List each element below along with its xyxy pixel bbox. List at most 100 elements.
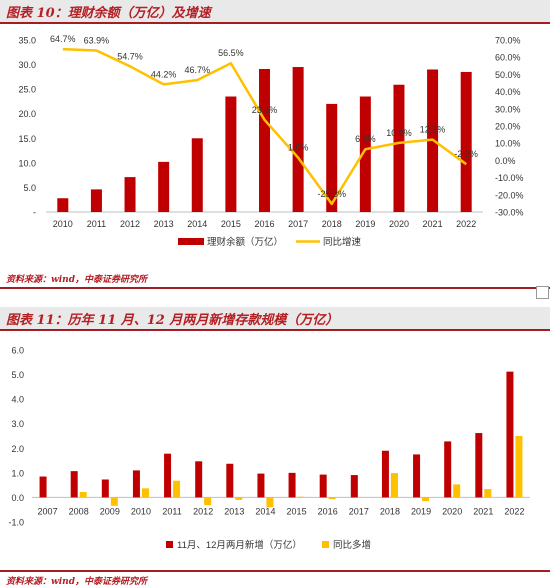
figure2-source: 资料来源：wind，中泰证券研究所 bbox=[6, 577, 148, 587]
new-deposit-bar bbox=[475, 433, 483, 498]
x-tick-label: 2011 bbox=[162, 506, 181, 516]
balance-bar bbox=[225, 96, 237, 212]
y-left-tick-label: - bbox=[33, 208, 36, 218]
y-right-tick-label: 0.0% bbox=[495, 156, 516, 166]
x-tick-label: 2007 bbox=[38, 506, 58, 516]
new-deposit-bar bbox=[444, 441, 452, 498]
growth-data-label: -25.3% bbox=[317, 189, 346, 199]
growth-data-label: 6.5% bbox=[355, 134, 376, 144]
balance-bar bbox=[158, 161, 170, 212]
chart2-new-deposits: 6.0 5.0 4.0 3.0 2.0 1.0 0.0 -1.0 2007 2008 2009 201… bbox=[8, 346, 530, 551]
x-tick-label: 2021 bbox=[473, 506, 493, 516]
yoy-increase-bar bbox=[141, 488, 149, 498]
balance-bar bbox=[90, 189, 102, 212]
y-right-tick-label: 10.0% bbox=[495, 139, 521, 149]
figure1-title-bar: 图表 10：理财余额（万亿）及增速 bbox=[0, 0, 550, 24]
balance-bar bbox=[393, 84, 405, 212]
y-left-tick-label: 25.0 bbox=[18, 85, 36, 95]
new-deposit-bar bbox=[350, 475, 358, 498]
yoy-increase-bar bbox=[422, 497, 430, 502]
new-deposit-bar bbox=[132, 470, 140, 498]
figure2-divider bbox=[0, 570, 550, 572]
growth-data-label: -2.2% bbox=[454, 149, 478, 159]
balance-bar bbox=[359, 96, 371, 212]
x-tick-label: 2012 bbox=[193, 506, 213, 516]
growth-data-label: 56.5% bbox=[218, 48, 244, 58]
new-deposit-bar bbox=[413, 454, 421, 498]
balance-bar bbox=[326, 103, 338, 212]
y-left-tick-label: 30.0 bbox=[18, 60, 36, 70]
yoy-increase-bar bbox=[515, 436, 523, 498]
balance-bar bbox=[460, 71, 472, 212]
y-tick-label: 3.0 bbox=[11, 419, 24, 429]
x-tick-label: 2021 bbox=[423, 219, 443, 229]
new-deposit-bar bbox=[164, 453, 172, 498]
new-deposit-bar bbox=[381, 450, 389, 498]
legend-bar-label: 理财余额（万亿） bbox=[207, 236, 283, 248]
y-tick-label: 1.0 bbox=[11, 468, 24, 478]
x-tick-label: 2019 bbox=[355, 219, 375, 229]
growth-data-label: 54.7% bbox=[117, 51, 143, 61]
new-deposit-bar bbox=[39, 476, 47, 498]
figure2-title: 图表 11：历年 11 月、12 月两月新增存款规模（万亿） bbox=[6, 313, 339, 328]
x-tick-label: 2019 bbox=[411, 506, 431, 516]
y-left-tick-label: 15.0 bbox=[18, 134, 36, 144]
figure2-title-bar: 图表 11：历年 11 月、12 月两月新增存款规模（万亿） bbox=[0, 307, 550, 331]
y-right-tick-label: 30.0% bbox=[495, 104, 521, 114]
new-deposit-bar bbox=[319, 474, 327, 498]
x-tick-label: 2018 bbox=[322, 219, 342, 229]
x-tick-label: 2016 bbox=[318, 506, 338, 516]
x-tick-label: 2009 bbox=[100, 506, 120, 516]
y-tick-label: 4.0 bbox=[11, 395, 24, 405]
yoy-increase-bar bbox=[79, 492, 87, 498]
y-right-tick-label: -10.0% bbox=[495, 173, 524, 183]
growth-data-label: 12.1% bbox=[420, 125, 446, 135]
figure1-title: 图表 10：理财余额（万亿）及增速 bbox=[6, 6, 211, 21]
x-tick-label: 2015 bbox=[287, 506, 307, 516]
y-right-tick-label: 20.0% bbox=[495, 122, 521, 132]
y-tick-label: 0.0 bbox=[11, 493, 24, 503]
balance-bar bbox=[292, 67, 304, 213]
yoy-increase-bar bbox=[390, 473, 398, 498]
x-tick-label: 2022 bbox=[504, 506, 524, 516]
y-left-tick-label: 20.0 bbox=[18, 109, 36, 119]
new-deposit-bar bbox=[101, 479, 109, 498]
x-tick-label: 2020 bbox=[389, 219, 409, 229]
y-left-tick-label: 10.0 bbox=[18, 158, 36, 168]
yoy-increase-bar bbox=[453, 484, 461, 498]
legend-bar-swatch bbox=[178, 238, 204, 245]
x-tick-label: 2011 bbox=[87, 219, 106, 229]
yoy-increase-bar bbox=[297, 496, 305, 498]
y-tick-label: 6.0 bbox=[11, 346, 24, 356]
corner-checkbox[interactable] bbox=[536, 286, 549, 299]
legend-yoy-label: 同比多增 bbox=[333, 539, 371, 551]
y-tick-label: -1.0 bbox=[8, 518, 24, 528]
figure1-source: 资料来源：wind，中泰证券研究所 bbox=[6, 275, 148, 285]
new-deposit-bar bbox=[70, 471, 78, 498]
x-tick-label: 2022 bbox=[456, 219, 476, 229]
legend-new-label: 11月、12月两月新增（万亿） bbox=[177, 539, 302, 551]
y-right-tick-label: 60.0% bbox=[495, 53, 521, 63]
x-tick-label: 2016 bbox=[254, 219, 274, 229]
y-right-tick-label: 70.0% bbox=[495, 36, 521, 46]
new-deposit-bar bbox=[506, 371, 514, 498]
x-tick-label: 2014 bbox=[187, 219, 207, 229]
figure1-divider bbox=[0, 287, 550, 289]
y-left-tick-label: 35.0 bbox=[18, 36, 36, 46]
x-tick-label: 2013 bbox=[154, 219, 174, 229]
y-right-tick-label: -30.0% bbox=[495, 208, 524, 218]
yoy-increase-bar bbox=[110, 497, 118, 506]
balance-bar bbox=[124, 177, 136, 212]
y-right-tick-label: -20.0% bbox=[495, 190, 524, 200]
growth-data-label: 44.2% bbox=[151, 69, 177, 79]
x-tick-label: 2010 bbox=[53, 219, 73, 229]
yoy-increase-bar bbox=[204, 497, 212, 506]
growth-data-label: 10.2% bbox=[386, 128, 412, 138]
x-tick-label: 2008 bbox=[69, 506, 89, 516]
x-tick-label: 2018 bbox=[380, 506, 400, 516]
x-tick-label: 2020 bbox=[442, 506, 462, 516]
growth-data-label: 63.9% bbox=[84, 35, 110, 45]
y-left-tick-label: 5.0 bbox=[23, 183, 36, 193]
yoy-increase-bar bbox=[266, 497, 274, 508]
balance-bar bbox=[259, 68, 270, 212]
